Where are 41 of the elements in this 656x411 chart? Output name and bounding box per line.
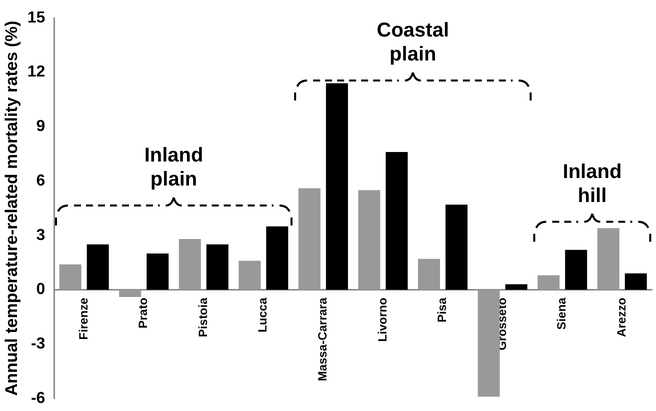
bar — [597, 228, 620, 290]
bar — [86, 244, 109, 290]
bar — [624, 273, 647, 290]
bar — [178, 238, 201, 290]
bar — [119, 290, 142, 297]
x-tick-label: Pisa — [435, 297, 450, 322]
bar — [238, 260, 261, 290]
y-axis-title: Annual temperature-related mortality rates (%) — [2, 20, 21, 396]
y-tick-label: 9 — [36, 118, 46, 136]
y-tick-label: 15 — [27, 9, 46, 26]
bar — [59, 264, 82, 290]
x-tick-label: Livorno — [375, 298, 390, 342]
y-tick-label: -3 — [30, 335, 46, 352]
bar — [505, 284, 528, 290]
bar — [298, 188, 320, 290]
bar — [326, 83, 348, 290]
bar — [478, 290, 500, 397]
x-tick-label: Pistoia — [196, 297, 210, 338]
y-tick-label: 3 — [36, 226, 46, 244]
annotation: Inland plain — [144, 144, 204, 190]
x-tick-label: Lucca — [256, 297, 270, 332]
bar — [538, 275, 560, 290]
y-tick-label: 6 — [36, 172, 46, 190]
bar — [206, 244, 228, 290]
annotation: Inland hill — [562, 160, 622, 207]
bar — [565, 250, 588, 290]
x-tick-label: Firenze — [76, 297, 90, 340]
y-tick-label: 0 — [36, 281, 46, 298]
bar — [146, 253, 169, 290]
bar — [266, 226, 288, 290]
x-tick-label: Siena — [554, 297, 569, 330]
bar — [358, 190, 380, 290]
annotation: Coastal plain — [376, 19, 450, 66]
bar — [446, 204, 468, 290]
x-tick-label: Arezzo — [614, 298, 628, 338]
y-tick-label: -6 — [30, 390, 46, 407]
x-tick-label: Prato — [136, 298, 150, 328]
bar — [418, 258, 440, 290]
x-tick-label: Massa-Carrara — [316, 297, 330, 382]
y-tick-label: 12 — [27, 64, 46, 81]
bar — [386, 152, 408, 290]
